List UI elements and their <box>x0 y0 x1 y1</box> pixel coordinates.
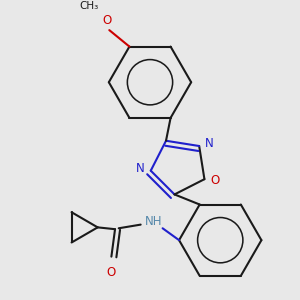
Text: N: N <box>205 137 213 150</box>
Text: N: N <box>136 162 144 175</box>
Text: O: O <box>103 14 112 27</box>
Text: NH: NH <box>145 215 162 228</box>
Text: O: O <box>107 266 116 279</box>
Text: O: O <box>211 174 220 187</box>
Text: CH₃: CH₃ <box>80 1 99 11</box>
